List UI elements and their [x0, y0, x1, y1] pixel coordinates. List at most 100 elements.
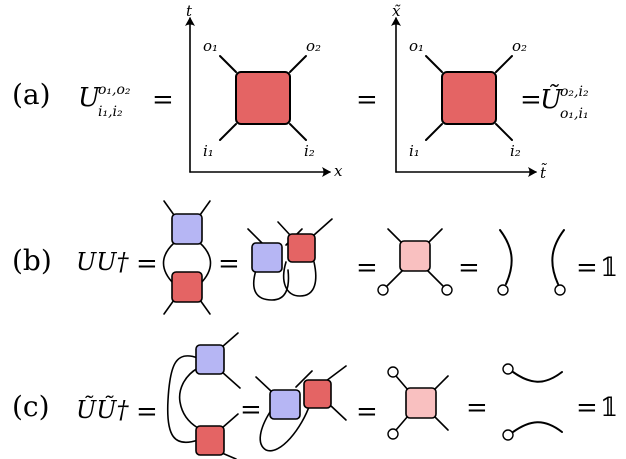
leg	[221, 452, 237, 459]
leg	[199, 200, 211, 216]
label-i2: i₂	[510, 142, 521, 160]
gate-u	[287, 233, 316, 263]
label-i1: i₁	[409, 142, 420, 160]
boundary-cap	[441, 284, 453, 296]
leg	[385, 270, 403, 288]
leg-bottom-left	[425, 123, 443, 141]
leg	[277, 221, 291, 236]
leg-top-right	[289, 55, 307, 73]
rhs-operator-u-tilde: Ũ	[540, 83, 563, 115]
contracted-bond-right	[199, 242, 212, 285]
boundary-cap	[554, 284, 566, 296]
identity-symbol: 𝟙	[600, 253, 618, 283]
side-by-side-gates-diagram	[255, 365, 347, 452]
gate-u	[235, 71, 291, 125]
boundary-cap	[387, 428, 399, 440]
label-i2: i₂	[304, 142, 315, 160]
leg	[427, 270, 445, 288]
wire	[512, 421, 563, 433]
label-o1: o₁	[409, 37, 424, 55]
lhs-u-tilde-u-tilde-dagger: ŨŨ†	[76, 394, 129, 424]
stacked-gates-diagram	[162, 200, 212, 315]
equals-sign: =	[152, 85, 174, 115]
contracted-bond-right	[282, 261, 317, 297]
leg	[221, 371, 241, 389]
equals-sign: =	[458, 253, 480, 283]
boundary-cap	[387, 366, 399, 378]
equals-sign: =	[576, 393, 598, 423]
gate-u-dagger	[195, 344, 225, 375]
leg	[199, 299, 211, 315]
rhs-subscript: o₁,i₁	[560, 106, 589, 122]
contracted-bond-left	[162, 242, 175, 285]
leg	[313, 218, 333, 236]
equals-sign: =	[240, 395, 262, 425]
row-a-rhs-expression: = Ũ o₂,i₂ o₁,i₁	[520, 83, 589, 122]
equals-sign: =	[356, 253, 378, 283]
axis-label-horizontal: t̃	[540, 163, 547, 182]
product-gate-diagram	[387, 366, 449, 440]
leg	[163, 200, 175, 216]
contracted-bond-inner	[178, 367, 199, 429]
leg	[387, 228, 403, 244]
contracted-bond-outer	[166, 355, 199, 444]
axis-label-vertical: t	[186, 2, 193, 20]
separated-wires-diagram	[497, 229, 566, 296]
stacked-gates-diagram	[166, 332, 241, 459]
lhs-subscript: i₁,i₂	[98, 104, 123, 120]
equals-sign: =	[356, 397, 378, 427]
lhs-u-u-dagger: UU†	[76, 248, 129, 276]
boundary-cap	[502, 363, 514, 375]
gate-u	[303, 379, 332, 409]
leg	[255, 376, 273, 393]
side-by-side-gates-diagram	[247, 218, 333, 301]
gate-u	[171, 271, 203, 303]
wire	[512, 371, 563, 383]
wire	[551, 229, 565, 285]
leg	[221, 413, 239, 429]
leg-top-left	[219, 55, 237, 73]
identity-symbol: 𝟙	[600, 393, 618, 423]
separated-wires-diagram	[502, 363, 563, 441]
leg-bottom-left	[219, 123, 237, 141]
equals-sign: =	[576, 253, 598, 283]
row-a-lhs-expression: U o₁,o₂ i₁,i₂ =	[78, 82, 174, 120]
gate-u-dagger	[251, 242, 283, 273]
leg-top-right	[495, 55, 513, 73]
row-c: (c) ŨŨ† = = =	[12, 332, 618, 459]
contracted-bond	[259, 403, 311, 452]
row-b-label: (b)	[12, 244, 52, 277]
rhs-superscript: o₂,i₂	[560, 84, 589, 100]
leg	[427, 228, 443, 244]
leg	[325, 365, 347, 382]
row-a-label: (a)	[12, 78, 51, 111]
leg	[295, 370, 313, 388]
leg-bottom-right	[289, 123, 307, 141]
leg	[329, 404, 347, 421]
gate-u	[441, 71, 497, 125]
label-o2: o₂	[306, 37, 321, 55]
leg	[395, 415, 409, 431]
product-gate-diagram	[377, 228, 453, 296]
contracted-bond-left	[252, 269, 290, 301]
axis-label-horizontal: x	[334, 162, 343, 180]
boundary-cap	[497, 284, 509, 296]
boundary-cap	[502, 429, 514, 441]
row-b: (b) UU† = = =	[12, 200, 618, 315]
label-o1: o₁	[203, 37, 218, 55]
equals-sign: =	[466, 393, 488, 423]
equals-sign: =	[520, 85, 542, 115]
leg	[433, 375, 449, 391]
label-o2: o₂	[512, 37, 527, 55]
leg	[395, 375, 409, 391]
leg-bottom-right	[495, 123, 513, 141]
leg	[221, 332, 239, 348]
row-c-label: (c)	[12, 390, 50, 423]
equals-sign: =	[136, 397, 158, 427]
row-a: (a) U o₁,o₂ i₁,i₂ = t x o₁ o₂ i₁ i₂ =	[12, 2, 589, 182]
equals-sign: =	[136, 249, 158, 279]
lhs-operator-u: U	[78, 83, 101, 113]
gate-u-tilde-times-u-tilde-dagger	[405, 387, 437, 419]
label-i1: i₁	[203, 142, 214, 160]
